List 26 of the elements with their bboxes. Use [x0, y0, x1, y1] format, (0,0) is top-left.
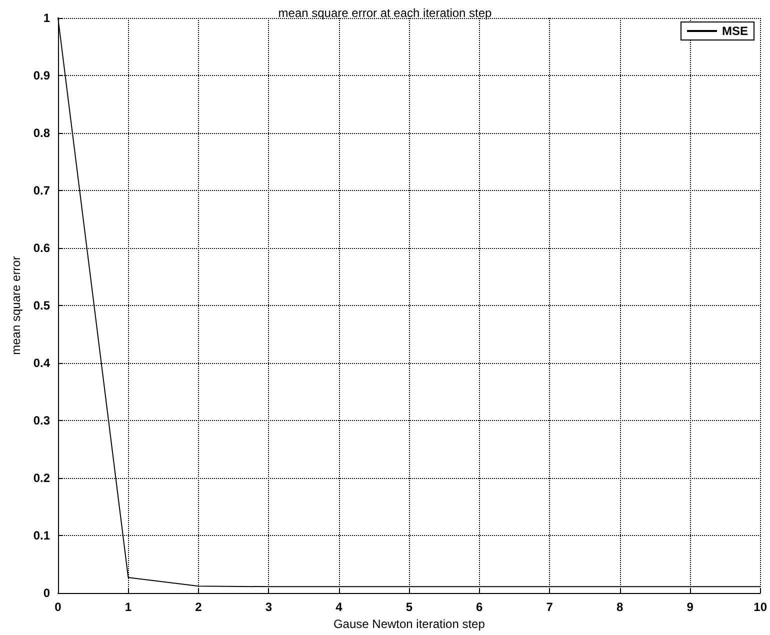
x-tick-label: 8 [616, 600, 624, 614]
x-tick-label: 2 [195, 600, 202, 614]
x-tick-label: 0 [54, 600, 62, 614]
y-tick-label: 0.3 [33, 414, 50, 428]
y-tick-label: 0.6 [33, 241, 50, 255]
x-tick-label: 7 [546, 600, 554, 614]
y-tick-label: 0.9 [33, 68, 50, 82]
y-tick-label: 0.4 [33, 356, 50, 370]
x-tick-label: 5 [406, 600, 413, 614]
y-tick-label: 0.1 [33, 528, 50, 542]
y-axis-title: mean square error [9, 256, 23, 355]
legend-label: MSE [722, 24, 748, 38]
y-tick-label: 0.2 [33, 471, 50, 485]
x-tick-label: 10 [754, 600, 768, 614]
x-tick-label: 9 [686, 600, 694, 614]
x-axis-title: Gause Newton iteration step [333, 616, 486, 631]
x-tick-label: 6 [476, 600, 484, 614]
y-tick-label: 0 [43, 586, 50, 600]
y-tick-label: 1 [43, 11, 50, 25]
chart-title: mean square error at each iteration step [278, 6, 492, 20]
x-tick-label: 1 [124, 600, 132, 614]
y-tick-label: 0.8 [33, 126, 50, 140]
x-tick-label: 4 [336, 600, 343, 614]
y-tick-label: 0.7 [33, 184, 50, 198]
x-tick-label: 3 [265, 600, 272, 614]
y-tick-label: 0.5 [33, 298, 50, 312]
